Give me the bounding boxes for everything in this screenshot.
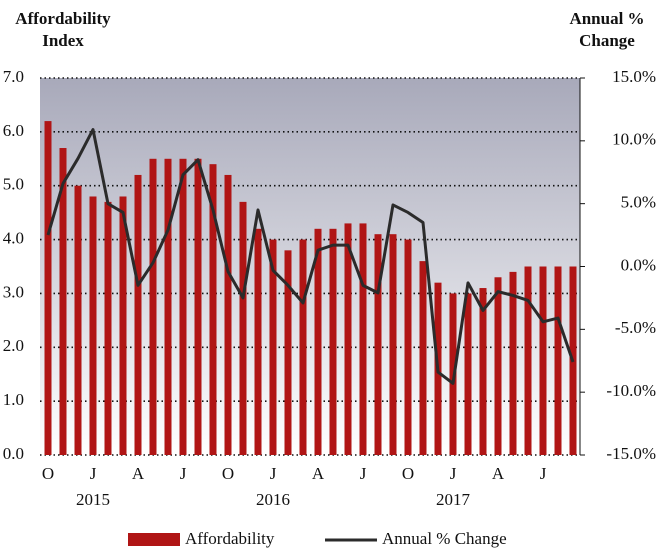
x-tick-label: J — [180, 464, 187, 483]
y-axis-title: Affordability Index — [15, 9, 111, 50]
bar — [164, 158, 172, 456]
bar — [104, 201, 112, 455]
y-tick-label: 0.0 — [3, 444, 24, 463]
y-tick-label: 5.0 — [3, 175, 24, 194]
x-group-label: 2015 — [76, 490, 110, 509]
x-tick-label: O — [222, 464, 234, 483]
legend-label: Affordability — [185, 529, 275, 548]
bar — [134, 174, 142, 455]
y-tick-label: 3.0 — [3, 282, 24, 301]
bar — [554, 266, 562, 455]
y2-tick-label: -10.0% — [606, 381, 656, 400]
x-tick-label: A — [312, 464, 325, 483]
bar — [149, 158, 157, 456]
bar — [179, 158, 187, 456]
bar — [59, 148, 67, 455]
x-tick-label: O — [402, 464, 414, 483]
bar — [359, 223, 367, 455]
plot-background — [40, 78, 580, 455]
y2-tick-label: 10.0% — [612, 130, 656, 149]
bar — [89, 196, 97, 455]
bar — [269, 239, 277, 455]
bar — [404, 239, 412, 455]
legend-swatch — [128, 533, 180, 546]
bar — [314, 228, 322, 455]
x-tick-label: J — [540, 464, 547, 483]
bar — [194, 158, 202, 456]
y2-tick-label: 15.0% — [612, 67, 656, 86]
y2-tick-label: -5.0% — [615, 318, 656, 337]
x-tick-label: O — [42, 464, 54, 483]
bar — [539, 266, 547, 455]
x-tick-label: J — [360, 464, 367, 483]
y-tick-label: 7.0 — [3, 67, 24, 86]
x-tick-label: J — [270, 464, 277, 483]
y2-tick-label: 5.0% — [621, 193, 656, 212]
bar — [74, 185, 82, 455]
bar — [119, 196, 127, 455]
y2-axis-title: Annual % Change — [569, 9, 645, 50]
bar — [284, 250, 292, 455]
bar — [479, 288, 487, 455]
bar — [374, 234, 382, 455]
y-tick-label: 6.0 — [3, 121, 24, 140]
line — [46, 128, 575, 385]
x-tick-label: A — [132, 464, 145, 483]
x-group-label: 2016 — [256, 490, 290, 509]
bar — [464, 293, 472, 455]
bar — [524, 266, 532, 455]
bar — [419, 261, 427, 455]
bar — [329, 228, 337, 455]
bar — [254, 228, 262, 455]
bar — [224, 174, 232, 455]
y-tick-label: 1.0 — [3, 390, 24, 409]
bar — [344, 223, 352, 455]
bar — [299, 239, 307, 455]
y2-tick-label: 0.0% — [621, 255, 656, 274]
bar — [239, 201, 247, 455]
x-group-label: 2017 — [436, 490, 471, 509]
bar — [509, 271, 517, 455]
bar — [494, 277, 502, 455]
x-tick-label: J — [450, 464, 457, 483]
x-tick-label: J — [90, 464, 97, 483]
legend-label: Annual % Change — [382, 529, 507, 548]
bar — [389, 234, 397, 455]
y-tick-label: 4.0 — [3, 228, 24, 247]
y-tick-label: 2.0 — [3, 336, 24, 355]
bar — [44, 121, 52, 455]
y2-tick-label: -15.0% — [606, 444, 656, 463]
bar — [209, 164, 217, 455]
x-tick-label: A — [492, 464, 505, 483]
